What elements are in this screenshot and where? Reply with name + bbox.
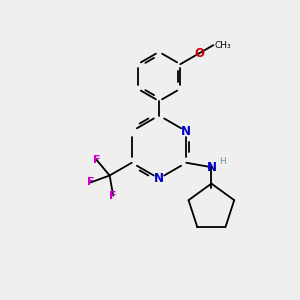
Text: O: O — [194, 47, 204, 60]
Text: N: N — [154, 172, 164, 185]
Text: CH₃: CH₃ — [215, 41, 231, 50]
Text: F: F — [93, 155, 100, 165]
Text: H: H — [219, 157, 226, 166]
Text: N: N — [206, 161, 216, 174]
Text: N: N — [181, 125, 191, 138]
Text: F: F — [87, 178, 94, 188]
Text: F: F — [110, 190, 117, 201]
